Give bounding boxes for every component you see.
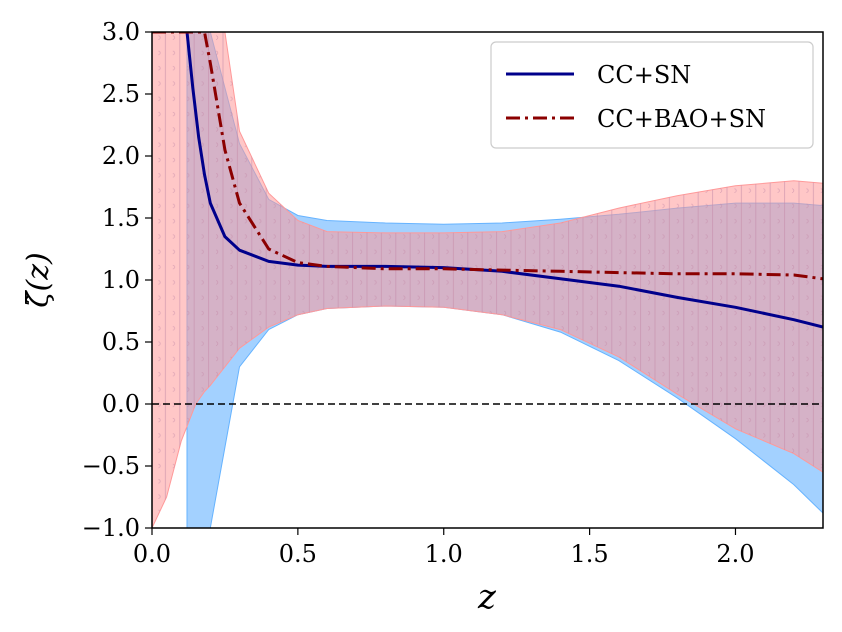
y-tick-label: 2.5: [102, 80, 140, 108]
series-lines: [152, 32, 823, 329]
y-tick-label: 1.5: [102, 204, 140, 232]
legend-box: [490, 41, 814, 149]
y-tick-label: 1.0: [102, 266, 140, 294]
x-tick-label: 0.5: [279, 540, 317, 568]
legend-label-cc-bao-sn: CC+BAO+SN: [597, 105, 766, 133]
y-tick-label: 0.0: [102, 390, 140, 418]
y-tick-label: −0.5: [82, 452, 140, 480]
band-hatch-dots: [152, 32, 823, 528]
x-tick-label: 0.0: [133, 540, 171, 568]
legend-label-cc-sn: CC+SN: [597, 61, 691, 89]
y-tick-label: 2.0: [102, 142, 140, 170]
y-tick-label: −1.0: [82, 514, 140, 542]
y-tick-label: 3.0: [102, 18, 140, 46]
confidence-bands: [152, 32, 823, 528]
x-tick-label: 1.0: [425, 540, 463, 568]
y-axis-title: ζ̃(z): [21, 252, 56, 307]
line-cc-bao-sn: [152, 32, 823, 281]
x-tick-label: 2.0: [716, 540, 754, 568]
legend: CC+SN CC+BAO+SN: [490, 41, 814, 149]
x-tick-label: 1.5: [571, 540, 609, 568]
y-tick-label: 0.5: [102, 328, 140, 356]
y-axis: −1.0 −0.5 0.0 0.5 1.0 1.5 2.0 2.5 3.0: [82, 18, 152, 542]
x-axis: 0.0 0.5 1.0 1.5 2.0: [133, 528, 755, 568]
x-axis-title: z: [477, 577, 497, 617]
